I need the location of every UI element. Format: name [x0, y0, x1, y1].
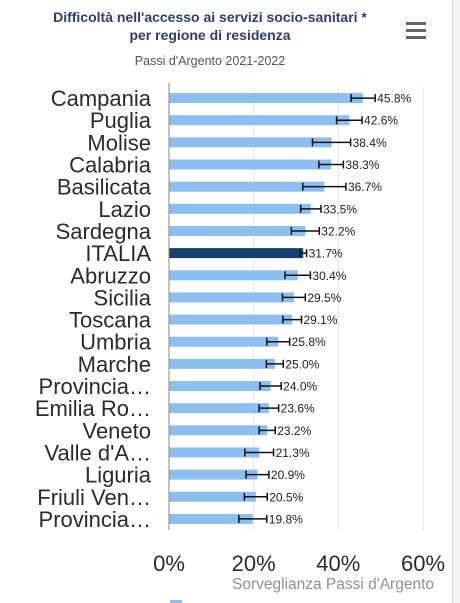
- chart-title-line-2: per regione di residenza: [129, 27, 291, 43]
- category-label: Molise: [87, 130, 151, 155]
- data-label: 42.6%: [364, 114, 398, 128]
- category-label: Puglia: [90, 108, 152, 133]
- data-label: 29.1%: [304, 313, 338, 327]
- bar: [169, 447, 260, 458]
- category-label: Lazio: [98, 197, 151, 222]
- bar: [169, 270, 298, 281]
- bar: [169, 137, 332, 148]
- chart-title: Difficoltà nell'accesso ai servizi socio…: [30, 8, 390, 44]
- bar: [169, 115, 350, 126]
- category-label: Calabria: [69, 153, 152, 178]
- category-label: Provincia…: [39, 374, 151, 399]
- data-label: 29.5%: [307, 291, 341, 305]
- data-label: 20.9%: [271, 468, 305, 482]
- category-label: Liguria: [85, 463, 152, 488]
- data-label: 31.7%: [309, 247, 343, 261]
- x-tick-label: 60%: [401, 551, 445, 576]
- category-label: Umbria: [80, 330, 152, 355]
- category-label: Basilicata: [57, 175, 152, 200]
- window-frame-edge: [452, 0, 460, 603]
- category-label: Friuli Ven…: [37, 485, 151, 510]
- data-label: 32.2%: [321, 224, 355, 238]
- category-label: Campania: [51, 86, 152, 111]
- bar: [169, 314, 293, 325]
- x-tick-label: 20%: [232, 551, 276, 576]
- data-label: 20.5%: [269, 490, 303, 504]
- category-label: Toscana: [69, 308, 152, 333]
- data-label: 21.3%: [276, 446, 310, 460]
- bar: [169, 159, 332, 170]
- data-label: 38.4%: [353, 136, 387, 150]
- bar: [169, 381, 271, 392]
- category-label: Marche: [78, 352, 151, 377]
- chart-title-line-1: Difficoltà nell'accesso ai servizi socio…: [53, 9, 367, 25]
- data-label: 19.8%: [269, 512, 303, 526]
- menu-icon-line: [406, 22, 426, 25]
- hamburger-menu-icon[interactable]: [403, 20, 429, 42]
- category-label: Emilia Ro…: [35, 396, 151, 421]
- data-label: 33.5%: [323, 202, 357, 216]
- data-label: 23.2%: [277, 424, 311, 438]
- category-label: ITALIA: [85, 241, 151, 266]
- bar: [169, 469, 258, 480]
- data-label: 23.6%: [281, 402, 315, 416]
- legend-swatch: [170, 600, 182, 603]
- data-label: 45.8%: [377, 92, 411, 106]
- bar: [169, 248, 304, 259]
- category-label: Abruzzo: [70, 263, 151, 288]
- menu-icon-line: [406, 36, 426, 39]
- data-label: 25.0%: [285, 357, 319, 371]
- bar: [169, 403, 269, 414]
- category-label: Sicilia: [94, 285, 152, 310]
- data-label: 30.4%: [312, 269, 346, 283]
- bar: [169, 425, 268, 436]
- bar: [169, 93, 363, 104]
- data-label: 24.0%: [283, 380, 317, 394]
- menu-icon-line: [406, 29, 426, 32]
- bar: [169, 513, 253, 524]
- category-label: Provincia…: [39, 507, 151, 532]
- data-label: 36.7%: [348, 180, 382, 194]
- bar: [169, 203, 311, 214]
- category-label: Valle d'A…: [44, 440, 151, 465]
- x-tick-label: 40%: [316, 551, 360, 576]
- category-label: Sardegna: [56, 219, 152, 244]
- x-tick-label: 0%: [153, 551, 185, 576]
- bar: [169, 181, 325, 192]
- bar: [169, 336, 279, 347]
- chart-subtitle: Passi d'Argento 2021-2022: [134, 54, 286, 68]
- bar: [169, 358, 275, 369]
- credits-link[interactable]: Sorveglianza Passi d'Argento: [232, 576, 434, 593]
- data-label: 25.8%: [292, 335, 326, 349]
- bar: [169, 292, 294, 303]
- bar: [169, 225, 306, 236]
- category-label: Veneto: [82, 418, 151, 443]
- data-label: 38.3%: [345, 158, 379, 172]
- bar: [169, 491, 256, 502]
